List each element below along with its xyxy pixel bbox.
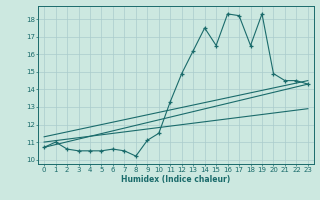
X-axis label: Humidex (Indice chaleur): Humidex (Indice chaleur)	[121, 175, 231, 184]
